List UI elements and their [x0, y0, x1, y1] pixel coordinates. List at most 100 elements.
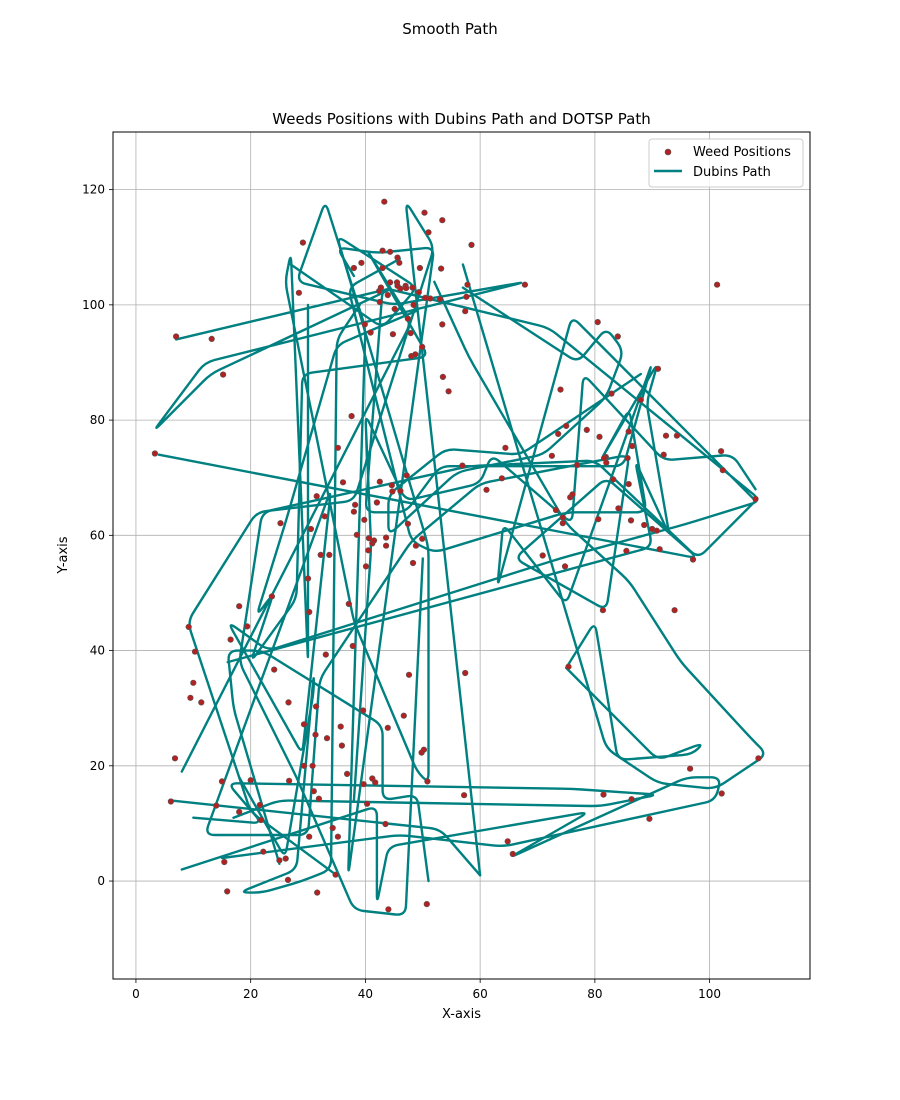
weed-point [404, 520, 412, 527]
weed-point [173, 333, 180, 340]
weed-point [629, 442, 636, 450]
weed-point [459, 462, 466, 469]
y-tick-label: 0 [97, 874, 105, 888]
weed-point [313, 703, 320, 710]
weed-point [686, 765, 694, 772]
weed-point [625, 481, 632, 488]
dubins-path-segment [180, 250, 427, 773]
weed-point [539, 552, 546, 559]
weed-point [623, 547, 630, 555]
x-axis-ticks: 0 20 40 60 80 100 [132, 979, 721, 1001]
weed-point [563, 422, 570, 430]
dubins-path-segment [238, 303, 361, 894]
dubins-path-segment [180, 776, 721, 901]
weed-point [719, 467, 726, 474]
weed-point [256, 801, 264, 809]
weed-point [389, 488, 396, 495]
weed-point [412, 542, 420, 549]
weed-point [171, 755, 179, 762]
weed-point [323, 735, 331, 742]
weed-point [227, 636, 234, 643]
weed-point [321, 513, 328, 520]
y-tick-label: 20 [90, 759, 105, 773]
weed-point [367, 329, 374, 336]
weed-point [391, 305, 398, 313]
weed-point [713, 281, 721, 288]
x-tick-label: 0 [132, 987, 140, 1001]
weed-point [396, 259, 403, 266]
weed-points [151, 198, 762, 913]
weed-point [360, 707, 367, 714]
weed-point [350, 508, 358, 515]
weed-point [717, 448, 725, 455]
weed-point [565, 663, 572, 670]
weed-point [400, 712, 407, 719]
dubins-path-segment [188, 204, 482, 877]
weed-point [569, 491, 576, 498]
weed-point [190, 679, 197, 686]
weed-point [419, 535, 426, 542]
x-tick-label: 20 [243, 987, 258, 1001]
weed-point [394, 254, 401, 261]
weed-point [610, 476, 617, 483]
weed-point [561, 563, 569, 570]
weed-point [379, 247, 386, 254]
weed-point [191, 648, 199, 655]
weed-point [310, 788, 317, 795]
weed-point [404, 315, 412, 322]
weed-point [583, 426, 590, 434]
weed-point [338, 742, 346, 749]
weed-point [208, 335, 215, 343]
dubins-path-segment [192, 782, 655, 824]
weed-point [427, 295, 434, 302]
weed-point [637, 396, 644, 404]
weed-point [509, 850, 516, 858]
y-tick-label: 100 [82, 298, 105, 312]
weed-point [498, 475, 506, 482]
weed-point [425, 229, 432, 236]
weed-point [397, 487, 404, 495]
y-tick-label: 40 [90, 644, 105, 658]
y-axis-label: Y-axis [56, 536, 71, 574]
weed-point [548, 452, 556, 459]
weed-point [370, 537, 378, 544]
dubins-path-segment [155, 204, 523, 872]
weed-point [600, 791, 607, 798]
weed-point [376, 478, 383, 485]
weed-point [334, 833, 342, 840]
weed-point [388, 482, 395, 489]
weed-point [362, 563, 370, 570]
weed-point [198, 699, 205, 706]
weed-point [689, 556, 697, 563]
y-tick-label: 120 [82, 183, 105, 197]
plot-frame [112, 131, 811, 980]
weed-point [312, 731, 319, 738]
weed-point [594, 319, 601, 326]
weed-point [276, 857, 283, 864]
weed-point [286, 777, 293, 784]
legend: Weed Positions Dubins Path [648, 138, 804, 188]
weed-point [244, 623, 251, 630]
weed-point [314, 889, 321, 896]
weed-point [317, 551, 324, 559]
weed-point [608, 390, 615, 397]
weed-point [421, 209, 428, 216]
weed-point [285, 699, 292, 706]
weed-point [247, 777, 254, 784]
weed-point [348, 413, 355, 420]
weed-point [218, 778, 226, 785]
weed-point [415, 289, 422, 296]
weed-point [559, 520, 566, 527]
weed-point [361, 516, 368, 523]
weed-point [284, 876, 292, 884]
weed-point [224, 888, 231, 895]
weed-point [329, 824, 336, 832]
weed-point [403, 472, 410, 479]
weed-point [358, 259, 365, 266]
weed-point [673, 432, 681, 439]
weed-point [353, 531, 360, 538]
weed-point [671, 607, 678, 614]
weed-point [384, 724, 391, 731]
weed-point [504, 838, 511, 845]
